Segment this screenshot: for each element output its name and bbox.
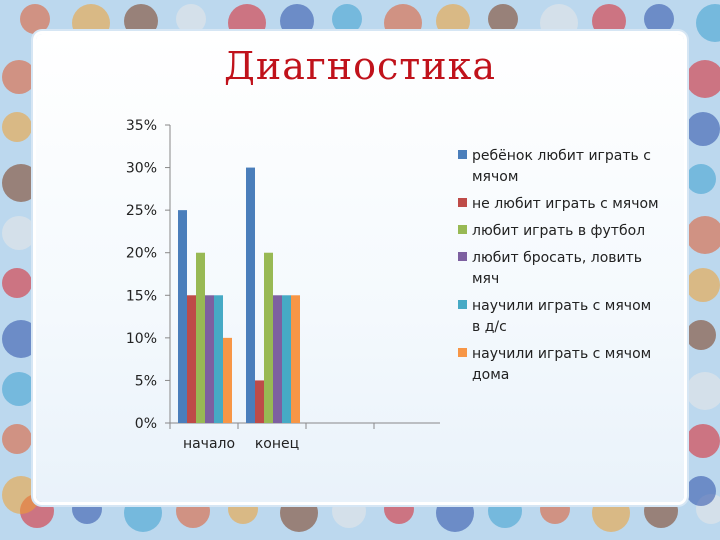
ball-decoration bbox=[2, 372, 36, 406]
slide-title: Диагностика bbox=[223, 44, 497, 88]
ball-decoration bbox=[686, 424, 720, 458]
legend-swatch bbox=[458, 252, 467, 261]
legend-label: научили играть с мячом дома bbox=[472, 346, 652, 383]
ball-decoration bbox=[2, 112, 32, 142]
bar-4-2 bbox=[273, 295, 282, 423]
legend-item: научили играть с мячом дома bbox=[456, 343, 661, 385]
y-tick-label: 10% bbox=[126, 331, 157, 347]
bar-1-2 bbox=[246, 167, 255, 423]
bar-1-1 bbox=[178, 210, 187, 423]
legend-swatch bbox=[458, 150, 467, 159]
ball-decoration bbox=[2, 268, 32, 298]
legend-label: любит играть в футбол bbox=[472, 223, 646, 239]
chart-bars bbox=[178, 167, 300, 423]
chart-labels: 0% 5% 10% 15% 20% 25% 30% 35% начало конец bbox=[126, 118, 299, 452]
legend-item: любит бросать, ловить мяч bbox=[456, 247, 661, 289]
bar-6-2 bbox=[291, 295, 300, 423]
y-tick-label: 35% bbox=[126, 118, 157, 134]
y-tick-label: 0% bbox=[135, 416, 157, 432]
bar-6-1 bbox=[223, 337, 232, 423]
legend-swatch bbox=[458, 225, 467, 234]
legend-item: ребёнок любит играть с мячом bbox=[456, 145, 661, 187]
bar-5-2 bbox=[282, 295, 291, 423]
legend-label: любит бросать, ловить мяч bbox=[472, 250, 643, 287]
ball-decoration bbox=[686, 164, 716, 194]
legend-swatch bbox=[458, 348, 467, 357]
ball-decoration bbox=[696, 4, 720, 42]
bar-2-1 bbox=[187, 295, 196, 423]
y-tick-label: 30% bbox=[126, 161, 157, 177]
ball-decoration bbox=[592, 4, 626, 38]
legend-swatch bbox=[458, 198, 467, 207]
legend-label: ребёнок любит играть с мячом bbox=[472, 148, 651, 185]
ball-decoration bbox=[124, 4, 158, 38]
bar-2-2 bbox=[255, 380, 264, 423]
x-category-label: начало bbox=[183, 436, 235, 452]
legend-item: научили играть с мячом в д/с bbox=[456, 295, 661, 337]
ball-decoration bbox=[2, 216, 36, 250]
ball-decoration bbox=[20, 4, 50, 34]
legend-label: не любит играть с мячом bbox=[472, 196, 659, 212]
ball-decoration bbox=[686, 216, 720, 254]
ball-decoration bbox=[2, 164, 40, 202]
ball-decoration bbox=[686, 112, 720, 146]
ball-decoration bbox=[2, 320, 40, 358]
ball-decoration bbox=[280, 4, 314, 38]
bar-4-1 bbox=[205, 295, 214, 423]
ball-decoration bbox=[2, 424, 32, 454]
bar-3-1 bbox=[196, 252, 205, 423]
legend-label: научили играть с мячом в д/с bbox=[472, 298, 652, 335]
ball-decoration bbox=[686, 476, 716, 506]
slide-panel bbox=[36, 34, 684, 502]
ball-decoration bbox=[2, 60, 36, 94]
ball-decoration bbox=[686, 268, 720, 302]
bar-3-2 bbox=[264, 252, 273, 423]
legend-item: любит играть в футбол bbox=[456, 220, 661, 241]
ball-decoration bbox=[644, 4, 674, 34]
y-tick-label: 25% bbox=[126, 203, 157, 219]
bar-5-1 bbox=[214, 295, 223, 423]
ball-decoration bbox=[686, 320, 716, 350]
ball-decoration bbox=[436, 4, 470, 38]
legend-swatch bbox=[458, 300, 467, 309]
y-tick-label: 15% bbox=[126, 288, 157, 304]
chart-legend: ребёнок любит играть с мячом не любит игр… bbox=[456, 145, 661, 391]
ball-decoration bbox=[488, 4, 518, 34]
legend-item: не любит играть с мячом bbox=[456, 193, 661, 214]
y-tick-label: 20% bbox=[126, 246, 157, 262]
y-tick-label: 5% bbox=[135, 373, 157, 389]
ball-decoration bbox=[332, 4, 362, 34]
x-category-label: конец bbox=[255, 436, 299, 452]
ball-decoration bbox=[686, 372, 720, 410]
ball-decoration bbox=[176, 4, 206, 34]
ball-decoration bbox=[686, 60, 720, 98]
ball-decoration bbox=[2, 476, 40, 514]
